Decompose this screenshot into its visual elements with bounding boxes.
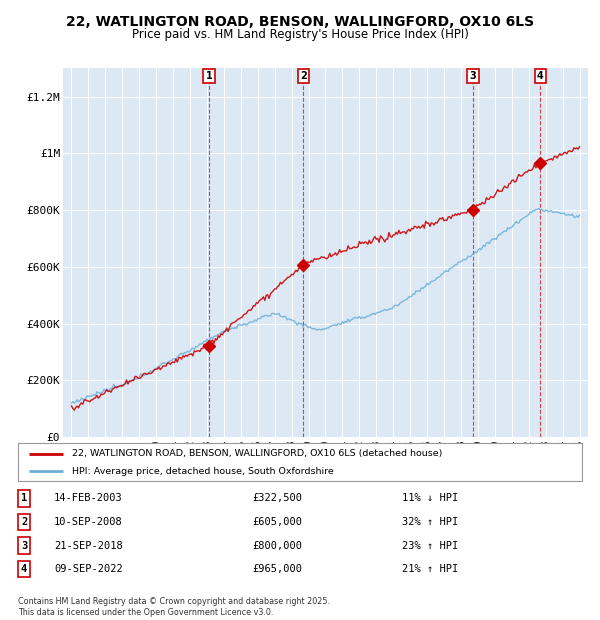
Text: £605,000: £605,000 [252, 517, 302, 527]
Text: 22, WATLINGTON ROAD, BENSON, WALLINGFORD, OX10 6LS: 22, WATLINGTON ROAD, BENSON, WALLINGFORD… [66, 16, 534, 30]
Text: £800,000: £800,000 [252, 541, 302, 551]
Text: 21% ↑ HPI: 21% ↑ HPI [402, 564, 458, 574]
Text: 1: 1 [206, 71, 212, 81]
Text: 4: 4 [537, 71, 544, 81]
Text: £965,000: £965,000 [252, 564, 302, 574]
Text: 21-SEP-2018: 21-SEP-2018 [54, 541, 123, 551]
Text: £322,500: £322,500 [252, 494, 302, 503]
Text: 23% ↑ HPI: 23% ↑ HPI [402, 541, 458, 551]
Text: Price paid vs. HM Land Registry's House Price Index (HPI): Price paid vs. HM Land Registry's House … [131, 28, 469, 41]
Text: 2: 2 [300, 71, 307, 81]
Text: 4: 4 [21, 564, 27, 574]
Text: 1: 1 [21, 494, 27, 503]
Text: 11% ↓ HPI: 11% ↓ HPI [402, 494, 458, 503]
Text: 14-FEB-2003: 14-FEB-2003 [54, 494, 123, 503]
Text: HPI: Average price, detached house, South Oxfordshire: HPI: Average price, detached house, Sout… [71, 467, 334, 476]
Text: 3: 3 [21, 541, 27, 551]
Text: 09-SEP-2022: 09-SEP-2022 [54, 564, 123, 574]
Text: 22, WATLINGTON ROAD, BENSON, WALLINGFORD, OX10 6LS (detached house): 22, WATLINGTON ROAD, BENSON, WALLINGFORD… [71, 450, 442, 458]
Text: 32% ↑ HPI: 32% ↑ HPI [402, 517, 458, 527]
Text: 3: 3 [470, 71, 476, 81]
Text: Contains HM Land Registry data © Crown copyright and database right 2025.
This d: Contains HM Land Registry data © Crown c… [18, 598, 330, 617]
Text: 2: 2 [21, 517, 27, 527]
Text: 10-SEP-2008: 10-SEP-2008 [54, 517, 123, 527]
